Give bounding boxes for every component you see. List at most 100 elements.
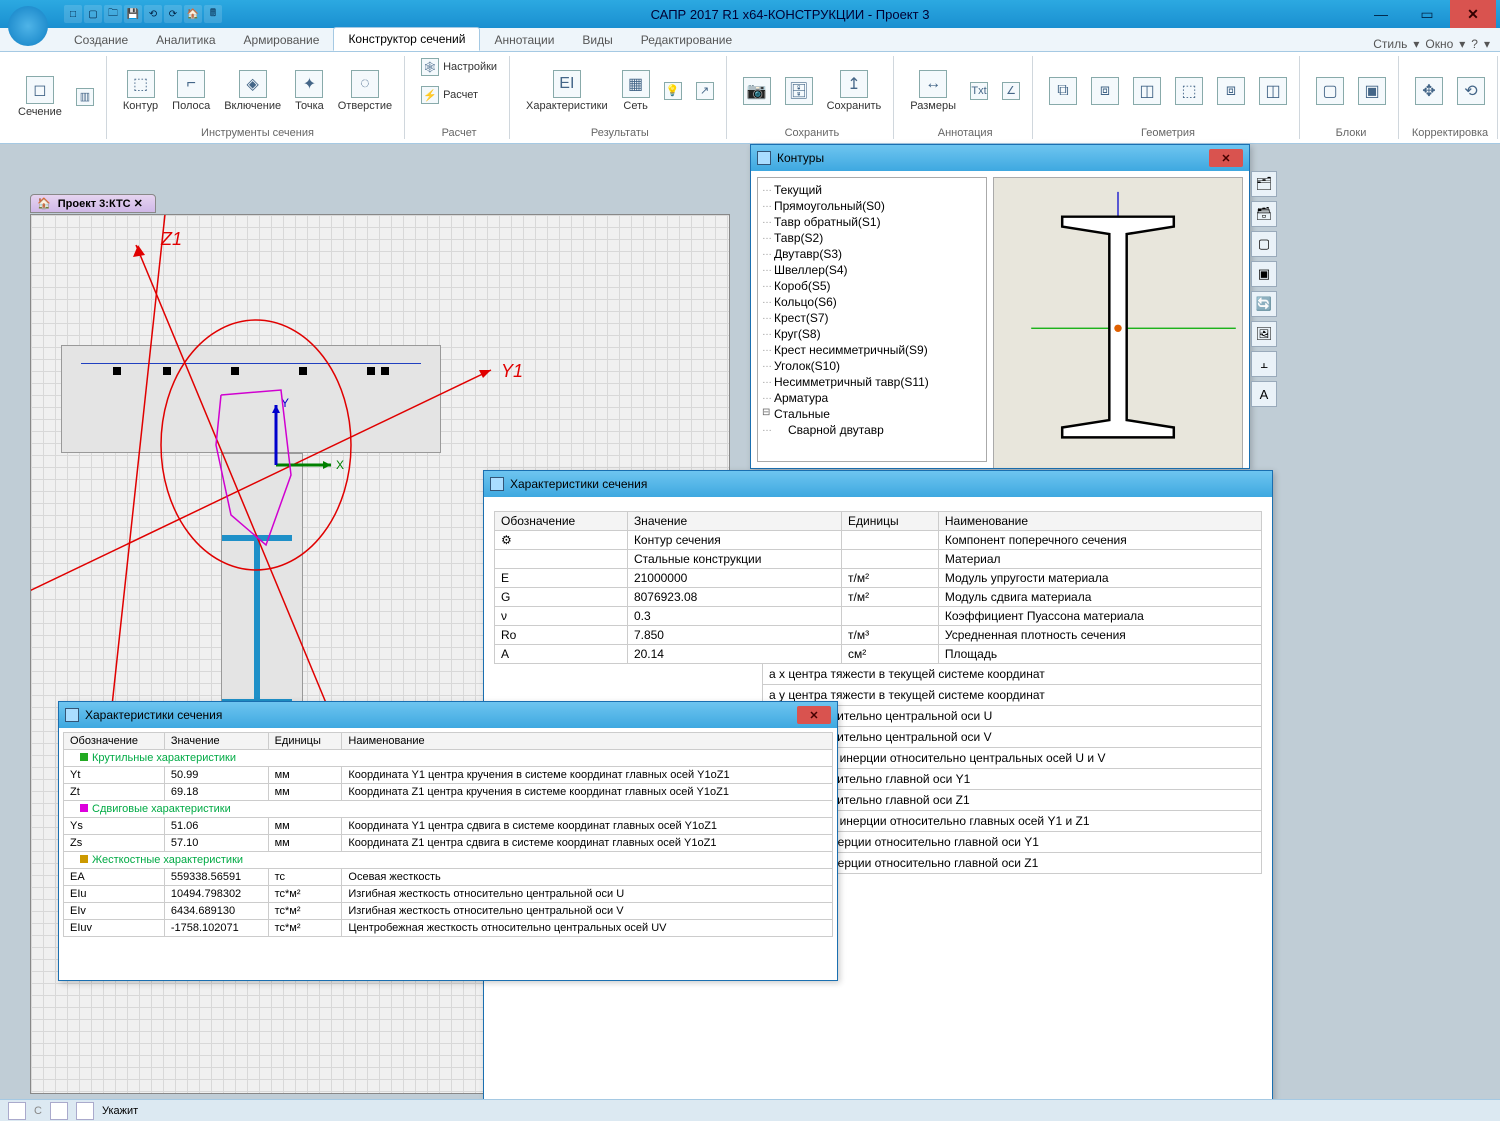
tree-item[interactable]: Сварной двутавр xyxy=(760,422,984,438)
table-row[interactable]: A20.14см²Площадь xyxy=(495,645,1262,664)
ribbon-button[interactable]: 🕸Настройки xyxy=(417,56,501,78)
ribbon-button[interactable]: ▥ xyxy=(72,86,98,108)
table-row[interactable]: EIuv-1758.102071тс*м²Центробежная жестко… xyxy=(64,920,833,937)
ribbon-button[interactable]: ⧉ xyxy=(1045,75,1081,107)
status-button[interactable] xyxy=(50,1102,68,1120)
ribbon-button[interactable]: ⌐Полоса xyxy=(168,68,214,114)
ribbon-button[interactable]: ⧈ xyxy=(1087,75,1123,107)
table-row[interactable]: Стальные конструкцииМатериал xyxy=(495,550,1262,569)
side-tool-button[interactable]: ⫠ xyxy=(1251,351,1277,377)
ribbon-button[interactable]: ◌Отверстие xyxy=(334,68,396,114)
qat-button[interactable]: 🖩 xyxy=(204,5,222,23)
qat-button[interactable]: 🏠 xyxy=(184,5,202,23)
table-row[interactable]: Ys51.06ммКоордината Y1 центра сдвига в с… xyxy=(64,818,833,835)
table-row[interactable]: ⚙Контур сеченияКомпонент поперечного сеч… xyxy=(495,531,1262,550)
status-button[interactable] xyxy=(76,1102,94,1120)
table-row[interactable]: Ro7.850т/м³Усредненная плотность сечения xyxy=(495,626,1262,645)
tree-node[interactable]: Стальные xyxy=(760,406,984,422)
ribbon-button[interactable]: 📷 xyxy=(739,75,775,107)
style-dropdown[interactable]: Стиль xyxy=(1373,37,1407,51)
qat-button[interactable]: ▢ xyxy=(84,5,102,23)
side-tool-button[interactable]: 🖼 xyxy=(1251,321,1277,347)
tree-item[interactable]: Крест(S7) xyxy=(760,310,984,326)
side-tool-button[interactable]: A xyxy=(1251,381,1277,407)
ribbon-button[interactable]: ◫ xyxy=(1255,75,1291,107)
ribbon-tab[interactable]: Создание xyxy=(60,29,142,51)
side-tool-button[interactable]: ▣ xyxy=(1251,261,1277,287)
table-row[interactable]: Zs57.10ммКоордината Z1 центра сдвига в с… xyxy=(64,835,833,852)
table-row[interactable]: E21000000т/м²Модуль упругости материала xyxy=(495,569,1262,588)
ribbon-button[interactable]: ⟲ xyxy=(1453,75,1489,107)
ribbon-tab[interactable]: Редактирование xyxy=(627,29,746,51)
table-row[interactable]: EA559338.56591тсОсевая жесткость xyxy=(64,869,833,886)
table-row[interactable]: EIv6434.689130тс*м²Изгибная жесткость от… xyxy=(64,903,833,920)
table-group-row[interactable]: Крутильные характеристики xyxy=(64,750,833,767)
tree-item[interactable]: Круг(S8) xyxy=(760,326,984,342)
tree-item[interactable]: Прямоугольный(S0) xyxy=(760,198,984,214)
ribbon-button[interactable]: ↗ xyxy=(692,80,718,102)
window-dropdown[interactable]: Окно xyxy=(1425,37,1453,51)
ribbon-button[interactable]: ⚡Расчет xyxy=(417,84,482,106)
ribbon-button[interactable]: ⧈ xyxy=(1213,75,1249,107)
table-row[interactable]: Zt69.18ммКоордината Z1 центра кручения в… xyxy=(64,784,833,801)
panel-close-button[interactable]: ✕ xyxy=(1209,149,1243,167)
ribbon-tab[interactable]: Виды xyxy=(568,29,626,51)
ribbon-button[interactable]: 🗄 xyxy=(781,75,817,107)
tree-item[interactable]: Тавр обратный(S1) xyxy=(760,214,984,230)
close-button[interactable]: ✕ xyxy=(1450,0,1496,28)
tree-item[interactable]: Двутавр(S3) xyxy=(760,246,984,262)
table-group-row[interactable]: Жесткостные характеристики xyxy=(64,852,833,869)
table-group-row[interactable]: Сдвиговые характеристики xyxy=(64,801,833,818)
maximize-button[interactable]: ▭ xyxy=(1404,0,1450,28)
ribbon-tab[interactable]: Армирование xyxy=(230,29,334,51)
ribbon-tab[interactable]: Аннотации xyxy=(480,29,568,51)
characteristics-main-table[interactable]: ОбозначениеЗначениеЕдиницыНаименование ⚙… xyxy=(494,511,1262,664)
tree-item[interactable]: Уголок(S10) xyxy=(760,358,984,374)
document-tab-close-icon[interactable]: ✕ xyxy=(134,198,143,210)
ribbon-button[interactable]: ↥Сохранить xyxy=(823,68,886,114)
ribbon-button[interactable]: ⬚ xyxy=(1171,75,1207,107)
tree-item[interactable]: Тавр(S2) xyxy=(760,230,984,246)
tree-item[interactable]: Крест несимметричный(S9) xyxy=(760,342,984,358)
ribbon-button[interactable]: ↔Размеры xyxy=(906,68,960,114)
qat-button[interactable]: ⟳ xyxy=(164,5,182,23)
status-button[interactable] xyxy=(8,1102,26,1120)
side-tool-button[interactable]: 🔄 xyxy=(1251,291,1277,317)
ribbon-button[interactable]: EIХарактеристики xyxy=(522,68,612,114)
table-row[interactable]: ν0.3Коэффициент Пуассона материала xyxy=(495,607,1262,626)
ribbon-button[interactable]: ✦Точка xyxy=(291,68,328,114)
qat-button[interactable]: □ xyxy=(64,5,82,23)
table-row[interactable]: Yt50.99ммКоордината Y1 центра кручения в… xyxy=(64,767,833,784)
table-row[interactable]: EIu10494.798302тс*м²Изгибная жесткость о… xyxy=(64,886,833,903)
side-tool-button[interactable]: ▢ xyxy=(1251,231,1277,257)
table-row[interactable]: G8076923.08т/м²Модуль сдвига материала xyxy=(495,588,1262,607)
tree-item[interactable]: Кольцо(S6) xyxy=(760,294,984,310)
qat-button[interactable]: 🗀 xyxy=(104,5,122,23)
ribbon-tab[interactable]: Конструктор сечений xyxy=(333,27,480,51)
ribbon-button[interactable]: 💡 xyxy=(660,80,686,102)
ribbon-button[interactable]: ▢ xyxy=(1312,75,1348,107)
panel-close-button[interactable]: ✕ xyxy=(797,706,831,724)
tree-item[interactable]: Текущий xyxy=(760,182,984,198)
ribbon-button[interactable]: ◈Включение xyxy=(220,68,285,114)
tree-item[interactable]: Короб(S5) xyxy=(760,278,984,294)
ribbon-button[interactable]: ⬚Контур xyxy=(119,68,162,114)
contour-tree[interactable]: ТекущийПрямоугольный(S0)Тавр обратный(S1… xyxy=(757,177,987,462)
ribbon-button[interactable]: ▦Сеть xyxy=(618,68,654,114)
ribbon-tab[interactable]: Аналитика xyxy=(142,29,229,51)
minimize-button[interactable]: — xyxy=(1358,0,1404,28)
document-tab[interactable]: 🏠 Проект 3:КТС ✕ xyxy=(30,194,156,213)
tree-item[interactable]: Швеллер(S4) xyxy=(760,262,984,278)
side-tool-button[interactable]: 🗂 xyxy=(1251,171,1277,197)
ribbon-button[interactable]: ◫ xyxy=(1129,75,1165,107)
ribbon-button[interactable]: ✥ xyxy=(1411,75,1447,107)
characteristics-small-table[interactable]: ОбозначениеЗначениеЕдиницыНаименование К… xyxy=(63,732,833,937)
help-icon[interactable]: ? xyxy=(1471,37,1478,51)
tree-item[interactable]: Арматура xyxy=(760,390,984,406)
qat-button[interactable]: 💾 xyxy=(124,5,142,23)
ribbon-button[interactable]: ▣ xyxy=(1354,75,1390,107)
side-tool-button[interactable]: 🗃 xyxy=(1251,201,1277,227)
ribbon-button[interactable]: ◻Сечение xyxy=(14,74,66,120)
tree-item[interactable]: Несимметричный тавр(S11) xyxy=(760,374,984,390)
ribbon-button[interactable]: ∠ xyxy=(998,80,1024,102)
